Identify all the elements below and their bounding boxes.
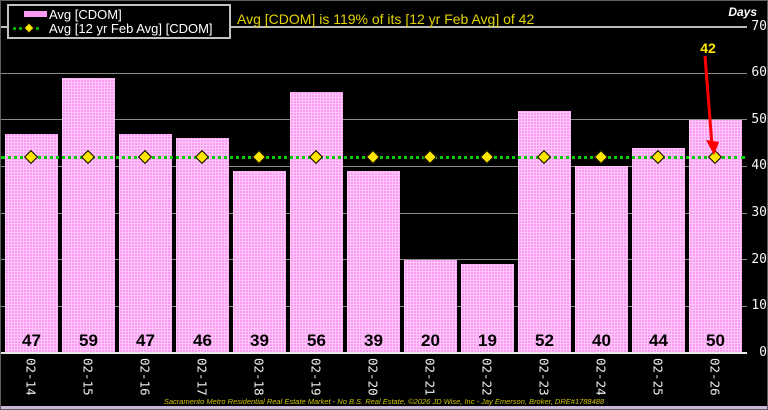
- bar: [62, 77, 115, 353]
- legend-swatch-container: [11, 22, 49, 34]
- bar-value-label: 52: [535, 331, 554, 350]
- bar: [290, 91, 343, 353]
- bar-value-label: 40: [592, 331, 611, 350]
- avg-marker-diamond-icon: [422, 149, 438, 164]
- annotation-value-label: 42: [700, 40, 716, 56]
- bar: [347, 171, 400, 353]
- bar: [404, 259, 457, 353]
- bar: [233, 171, 286, 353]
- y-axis-tick-label: 50: [751, 111, 767, 127]
- bar: [632, 147, 685, 353]
- bar: [518, 110, 571, 353]
- y-axis-tick-label: 40: [751, 158, 767, 174]
- x-axis-label: 02-21: [422, 358, 438, 396]
- bar-value-label: 50: [706, 331, 725, 350]
- y-axis-tick-label: 10: [751, 298, 767, 314]
- bar-value-label: 56: [307, 331, 326, 350]
- bottom-border: [1, 406, 767, 409]
- y-axis-tick-label: 20: [751, 251, 767, 267]
- gridline: [1, 165, 747, 167]
- bar-value-label: 20: [421, 331, 440, 350]
- x-axis-label: 02-23: [536, 358, 552, 396]
- x-axis-label: 02-22: [479, 358, 495, 396]
- legend-item-avg-cdom: Avg [CDOM]: [11, 6, 229, 22]
- legend-item-avg-12yr-feb: Avg [12 yr Feb Avg] [CDOM]: [11, 20, 229, 36]
- gridline: [1, 352, 747, 354]
- avg-marker-diamond-icon: [365, 149, 381, 164]
- footer-text: Sacramento Metro Residential Real Estate…: [163, 397, 605, 406]
- bar: [461, 264, 514, 353]
- x-axis-label: 02-14: [23, 358, 39, 396]
- pink-bar-swatch-icon: [24, 11, 47, 17]
- legend-label: Avg [12 yr Feb Avg] [CDOM]: [49, 20, 213, 36]
- avg-marker-diamond-icon: [593, 149, 609, 164]
- y-axis-tick-label: 70: [751, 18, 767, 34]
- avg-marker-diamond-icon: [479, 149, 495, 164]
- y-axis-tick-label: 60: [751, 65, 767, 81]
- chart-title: Avg [CDOM] is 119% of its [12 yr Feb Avg…: [237, 11, 535, 27]
- annotation-arrow-icon: [703, 55, 719, 155]
- bar-value-label: 46: [193, 331, 212, 350]
- gridline: [1, 25, 747, 28]
- x-axis-label: 02-25: [650, 358, 666, 396]
- y-axis-tick-label: 0: [759, 345, 767, 360]
- bar-value-label: 19: [478, 331, 497, 350]
- bar-value-label: 44: [649, 331, 668, 350]
- legend-label: Avg [CDOM]: [49, 6, 122, 22]
- avg-marker-diamond-icon: [251, 149, 267, 164]
- bar: [176, 138, 229, 353]
- bar-value-label: 47: [22, 331, 41, 350]
- gridline: [1, 119, 747, 121]
- x-axis-label: 02-16: [137, 358, 153, 396]
- bar-value-label: 47: [136, 331, 155, 350]
- legend: Avg [CDOM] Avg [12 yr Feb Avg] [CDOM]: [7, 4, 231, 39]
- x-axis-label: 02-18: [251, 358, 267, 396]
- bar: [575, 166, 628, 353]
- x-axis-label: 02-19: [308, 358, 324, 396]
- y-axis-unit-label: Days: [728, 5, 757, 19]
- x-axis-label: 02-24: [593, 358, 609, 396]
- green-dotted-line-diamond-swatch-icon: [13, 22, 42, 34]
- y-axis-tick-label: 30: [751, 205, 767, 221]
- bar-value-label: 39: [250, 331, 269, 350]
- bar-value-label: 39: [364, 331, 383, 350]
- legend-swatch-container: [11, 11, 49, 17]
- x-axis-label: 02-26: [707, 358, 723, 396]
- gridline: [1, 72, 747, 74]
- bar-value-label: 59: [79, 331, 98, 350]
- x-axis-label: 02-20: [365, 358, 381, 396]
- x-axis-label: 02-17: [194, 358, 210, 396]
- bar: [119, 133, 172, 353]
- bar: [5, 133, 58, 353]
- x-axis-label: 02-15: [80, 358, 96, 396]
